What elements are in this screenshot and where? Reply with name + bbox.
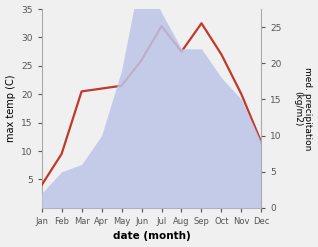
- X-axis label: date (month): date (month): [113, 231, 190, 242]
- Y-axis label: max temp (C): max temp (C): [5, 75, 16, 142]
- Y-axis label: med. precipitation
(kg/m2): med. precipitation (kg/m2): [293, 67, 313, 150]
